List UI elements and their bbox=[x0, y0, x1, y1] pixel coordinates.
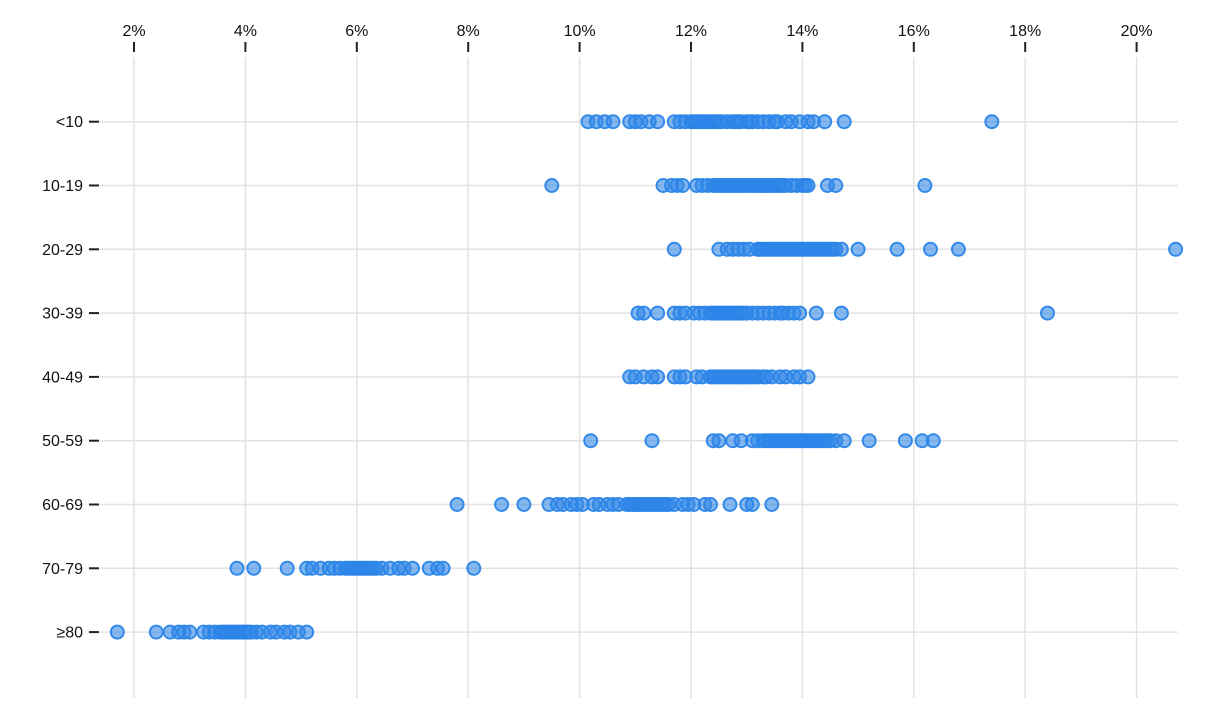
x-axis-tick-label: 16% bbox=[898, 23, 930, 40]
y-axis-category-label: ≥80 bbox=[56, 625, 83, 642]
data-point bbox=[808, 305, 824, 321]
data-point bbox=[889, 241, 905, 257]
data-point bbox=[817, 114, 833, 130]
data-point bbox=[917, 178, 933, 193]
data-point bbox=[833, 241, 849, 257]
data-point bbox=[836, 433, 852, 449]
data-point bbox=[148, 624, 164, 640]
x-axis-tick-label: 2% bbox=[122, 23, 145, 40]
data-point bbox=[984, 114, 1000, 130]
data-point bbox=[644, 433, 660, 449]
data-point bbox=[861, 433, 877, 449]
y-axis-category-label: <10 bbox=[56, 114, 83, 131]
data-point bbox=[722, 497, 738, 512]
data-point bbox=[828, 178, 844, 193]
data-point bbox=[583, 433, 599, 449]
data-point bbox=[229, 560, 245, 576]
data-point bbox=[466, 560, 482, 576]
series-row bbox=[544, 178, 933, 193]
x-axis-tick-label: 6% bbox=[345, 23, 368, 40]
data-point bbox=[923, 241, 938, 257]
data-point bbox=[666, 241, 682, 257]
y-axis-category-label: 40-49 bbox=[42, 369, 83, 386]
data-point bbox=[650, 305, 666, 321]
data-point bbox=[494, 497, 510, 512]
x-axis-tick-label: 20% bbox=[1121, 23, 1153, 40]
x-axis-top: 2% 4% 6% 8% 10% 12% 14% 16% 18% 20% bbox=[122, 23, 1153, 52]
data-point bbox=[850, 241, 866, 257]
data-point bbox=[299, 624, 315, 640]
data-point bbox=[109, 624, 125, 640]
data-point bbox=[703, 497, 718, 512]
y-axis-category-label: 50-59 bbox=[42, 433, 83, 450]
y-axis-category-label: 70-79 bbox=[42, 561, 83, 578]
data-point bbox=[1040, 305, 1055, 321]
data-point bbox=[675, 178, 691, 193]
data-point bbox=[897, 433, 913, 449]
x-axis-tick-label: 12% bbox=[675, 23, 707, 40]
y-axis-category-label: 10-19 bbox=[42, 178, 83, 195]
data-point bbox=[950, 241, 966, 257]
y-axis: <10 10-19 20-29 30-39 40-49 50-59 60-69 70-79 ≥8… bbox=[42, 114, 99, 642]
data-point bbox=[636, 305, 652, 321]
series-row bbox=[449, 497, 780, 512]
data-point bbox=[449, 497, 465, 512]
data-point bbox=[800, 178, 816, 193]
y-axis-category-label: 60-69 bbox=[42, 497, 83, 514]
data-point bbox=[182, 624, 198, 640]
data-point bbox=[516, 497, 532, 512]
data-point bbox=[925, 433, 941, 449]
series-row bbox=[229, 560, 482, 576]
data-point bbox=[1168, 241, 1184, 257]
data-point bbox=[744, 497, 760, 512]
series-row bbox=[580, 114, 1000, 130]
x-axis-tick-label: 14% bbox=[786, 23, 818, 40]
x-axis-tick-label: 8% bbox=[457, 23, 480, 40]
data-point bbox=[544, 178, 560, 193]
data-point bbox=[800, 369, 816, 385]
series-row bbox=[622, 369, 816, 385]
data-point bbox=[405, 560, 420, 576]
series-row bbox=[666, 241, 1184, 257]
data-point bbox=[650, 114, 666, 130]
x-axis-tick-label: 10% bbox=[564, 23, 596, 40]
data-point bbox=[792, 305, 808, 321]
x-axis-tick-label: 18% bbox=[1009, 23, 1041, 40]
data-point bbox=[836, 114, 852, 130]
data-point bbox=[435, 560, 451, 576]
data-point bbox=[711, 433, 727, 449]
data-points bbox=[109, 114, 1184, 640]
series-row bbox=[109, 624, 315, 640]
series-row bbox=[630, 305, 1055, 321]
series-row bbox=[583, 433, 941, 449]
data-point bbox=[650, 369, 666, 385]
data-point bbox=[764, 497, 780, 512]
y-axis-category-label: 30-39 bbox=[42, 306, 83, 323]
x-axis-tick-label: 4% bbox=[234, 23, 257, 40]
data-point bbox=[605, 114, 621, 130]
data-point bbox=[833, 305, 849, 321]
data-point bbox=[279, 560, 295, 576]
data-point bbox=[246, 560, 262, 576]
y-axis-category-label: 20-29 bbox=[42, 242, 83, 259]
